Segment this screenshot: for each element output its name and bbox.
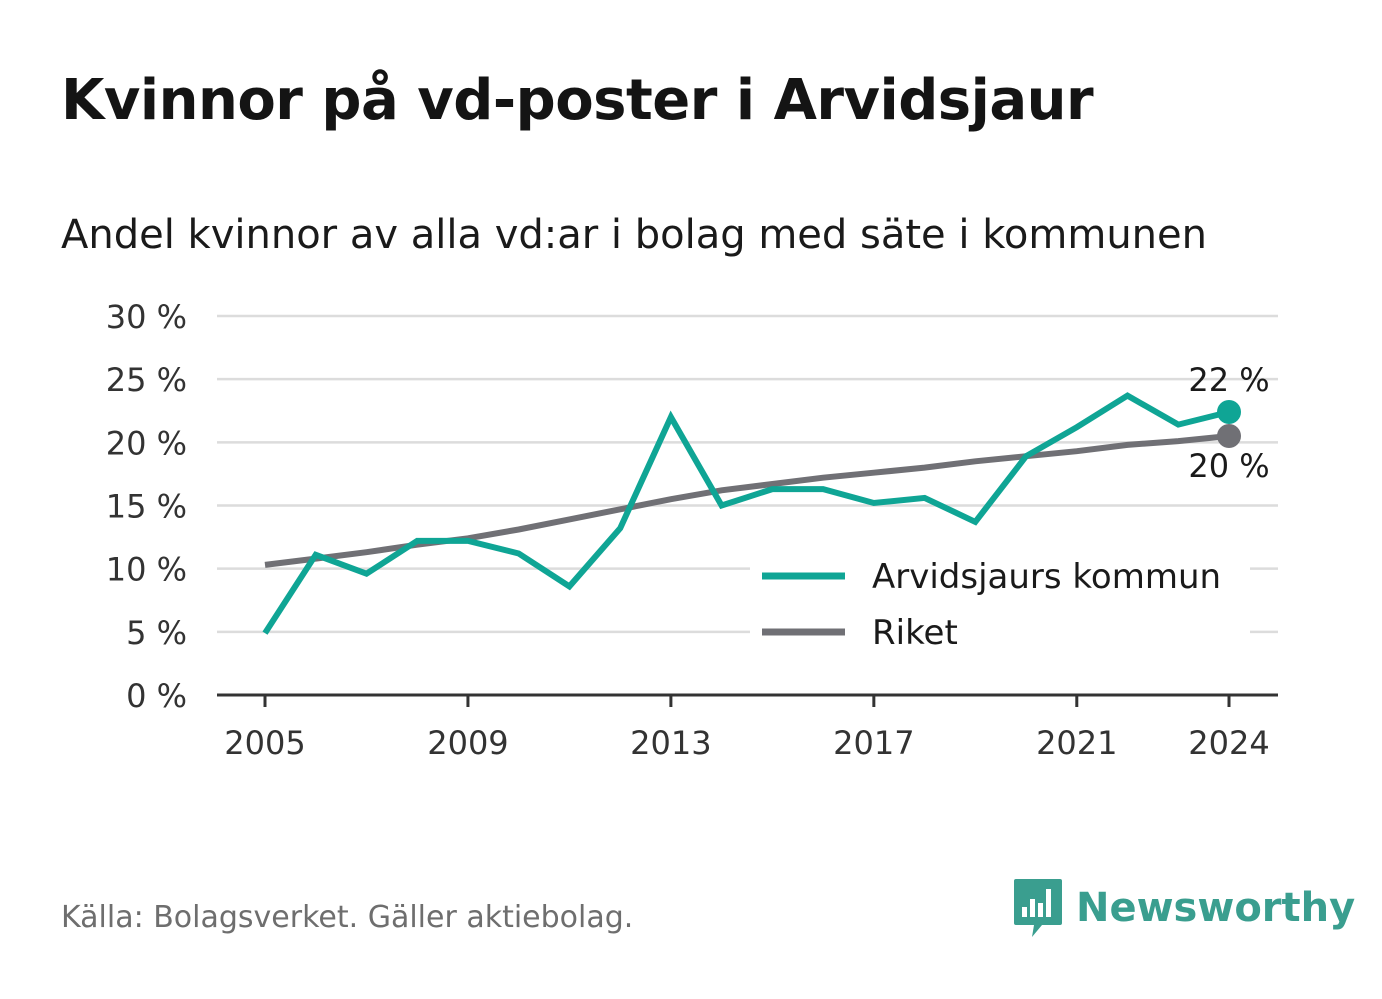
- x-tick-label: 2021: [1036, 724, 1117, 762]
- y-tick-label: 0 %: [126, 677, 187, 715]
- y-axis-ticks: 0 % 5 % 10 % 15 % 20 % 25 % 30 %: [106, 298, 187, 715]
- end-marker: [1217, 400, 1241, 425]
- end-label-riket: 20 %: [1188, 447, 1269, 485]
- end-marker: [1217, 424, 1241, 449]
- y-tick-label: 30 %: [106, 298, 187, 336]
- y-tick-label: 5 %: [126, 614, 187, 652]
- gridlines: [217, 314, 1278, 697]
- x-tick-label: 2024: [1188, 724, 1269, 762]
- x-axis-ticks: 2005 2009 2013 2017 2021 2024: [224, 695, 1270, 762]
- legend: Arvidsjaurs kommun Riket: [750, 545, 1250, 660]
- source-note: Källa: Bolagsverket. Gäller aktiebolag.: [61, 900, 634, 935]
- chart-subtitle: Andel kvinnor av alla vd:ar i bolag med …: [61, 212, 1207, 258]
- legend-label: Arvidsjaurs kommun: [872, 557, 1221, 597]
- brand-logo[interactable]: Newsworthy: [1012, 876, 1355, 940]
- end-label-arvidsjaur: 22 %: [1188, 361, 1269, 399]
- x-tick-label: 2017: [833, 724, 914, 762]
- end-labels: 22 % 20 %: [1188, 361, 1269, 485]
- series-lines: [262, 392, 1241, 635]
- y-tick-label: 20 %: [106, 424, 187, 462]
- x-tick-label: 2009: [427, 724, 508, 762]
- y-tick-label: 10 %: [106, 551, 187, 589]
- brand-name: Newsworthy: [1076, 885, 1356, 931]
- y-tick-label: 15 %: [106, 488, 187, 526]
- chart-title: Kvinnor på vd-poster i Arvidsjaur: [61, 68, 1094, 133]
- x-tick-label: 2005: [224, 724, 305, 762]
- legend-label: Riket: [872, 613, 958, 653]
- bar-chart-speech-bubble-icon: [1014, 879, 1062, 937]
- x-tick-label: 2013: [630, 724, 711, 762]
- series-line: [262, 392, 1230, 635]
- y-tick-label: 25 %: [106, 361, 187, 399]
- legend-background: [750, 545, 1250, 660]
